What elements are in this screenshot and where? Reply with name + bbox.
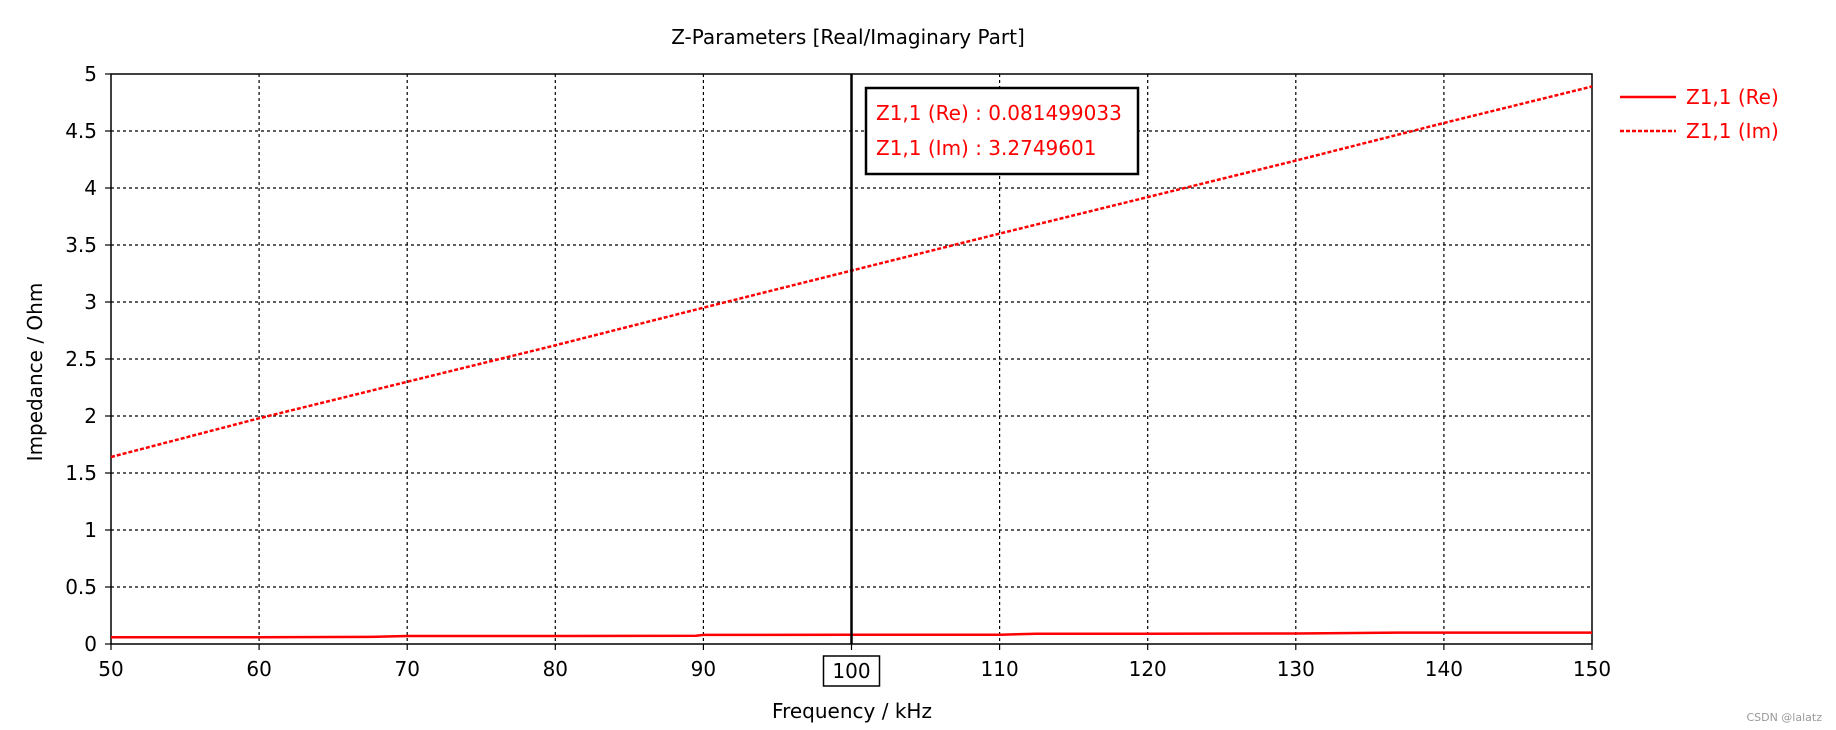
x-tick-label: 80 (543, 657, 568, 681)
y-axis-label: Impedance / Ohm (23, 283, 47, 462)
y-tick-label: 1 (84, 518, 97, 542)
x-tick-label: 140 (1425, 657, 1463, 681)
y-tick-label: 4.5 (65, 119, 97, 143)
y-tick-label: 4 (84, 176, 97, 200)
marker-readout-box (864, 86, 1140, 176)
y-tick-label: 3 (84, 290, 97, 314)
x-tick-label: 130 (1277, 657, 1315, 681)
axis-ticks: 50 60 70 80 90 100 110 120 130 140 150 0 0.5 1 1.5 2 2.5… (65, 62, 1611, 681)
chart-title: Z-Parameters [Real/Imaginary Part] (671, 25, 1025, 49)
y-tick-label: 0.5 (65, 575, 97, 599)
marker-x-label: 100 (832, 659, 870, 683)
x-tick-label: 60 (246, 657, 271, 681)
x-tick-label: 50 (98, 657, 123, 681)
legend-label: Z1,1 (Re) (1686, 85, 1779, 109)
x-tick-label: 90 (691, 657, 716, 681)
y-tick-label: 0 (84, 632, 97, 656)
x-tick-label: 110 (981, 657, 1019, 681)
legend-label: Z1,1 (Im) (1686, 119, 1779, 143)
y-tick-label: 1.5 (65, 461, 97, 485)
y-tick-label: 5 (84, 62, 97, 86)
x-tick-label: 150 (1573, 657, 1611, 681)
marker[interactable]: 100 Z1,1 (Re) : 0.081499033 Z1,1 (Im) : 3.… (822, 74, 1140, 687)
marker-readout: Z1,1 (Im) : 3.2749601 (876, 136, 1096, 160)
x-axis-label: Frequency / kHz (772, 699, 932, 723)
x-tick-label: 120 (1129, 657, 1167, 681)
marker-x-box (822, 655, 881, 687)
y-tick-label: 3.5 (65, 233, 97, 257)
marker-readout: Z1,1 (Re) : 0.081499033 (876, 101, 1122, 125)
watermark: CSDN @lalatz (1746, 711, 1822, 724)
y-tick-label: 2 (84, 404, 97, 428)
legend: Z1,1 (Re) Z1,1 (Im) (1620, 85, 1779, 143)
x-tick-label: 70 (394, 657, 419, 681)
y-tick-label: 2.5 (65, 347, 97, 371)
